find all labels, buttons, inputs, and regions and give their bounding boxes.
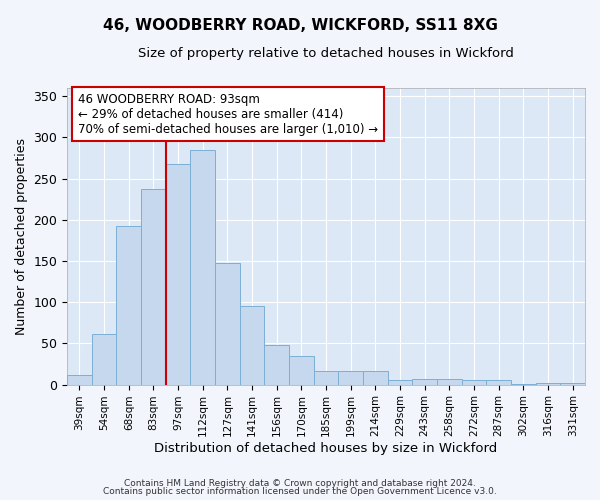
Bar [363,370,388,384]
Text: Contains public sector information licensed under the Open Government Licence v3: Contains public sector information licen… [103,487,497,496]
Bar [190,150,215,384]
X-axis label: Distribution of detached houses by size in Wickford: Distribution of detached houses by size … [154,442,498,455]
Bar [412,379,437,384]
Bar [437,379,462,384]
Bar [141,188,166,384]
Bar [388,380,412,384]
Text: 46, WOODBERRY ROAD, WICKFORD, SS11 8XG: 46, WOODBERRY ROAD, WICKFORD, SS11 8XG [103,18,497,32]
Text: 46 WOODBERRY ROAD: 93sqm
← 29% of detached houses are smaller (414)
70% of semi-: 46 WOODBERRY ROAD: 93sqm ← 29% of detach… [77,92,377,136]
Bar [462,380,487,384]
Bar [116,226,141,384]
Bar [240,306,265,384]
Bar [560,383,585,384]
Text: Contains HM Land Registry data © Crown copyright and database right 2024.: Contains HM Land Registry data © Crown c… [124,478,476,488]
Bar [536,383,560,384]
Bar [265,345,289,385]
Bar [67,374,92,384]
Bar [215,262,240,384]
Bar [92,334,116,384]
Y-axis label: Number of detached properties: Number of detached properties [15,138,28,335]
Bar [338,370,363,384]
Bar [314,372,338,384]
Title: Size of property relative to detached houses in Wickford: Size of property relative to detached ho… [138,48,514,60]
Bar [289,356,314,384]
Bar [166,164,190,384]
Bar [487,380,511,384]
